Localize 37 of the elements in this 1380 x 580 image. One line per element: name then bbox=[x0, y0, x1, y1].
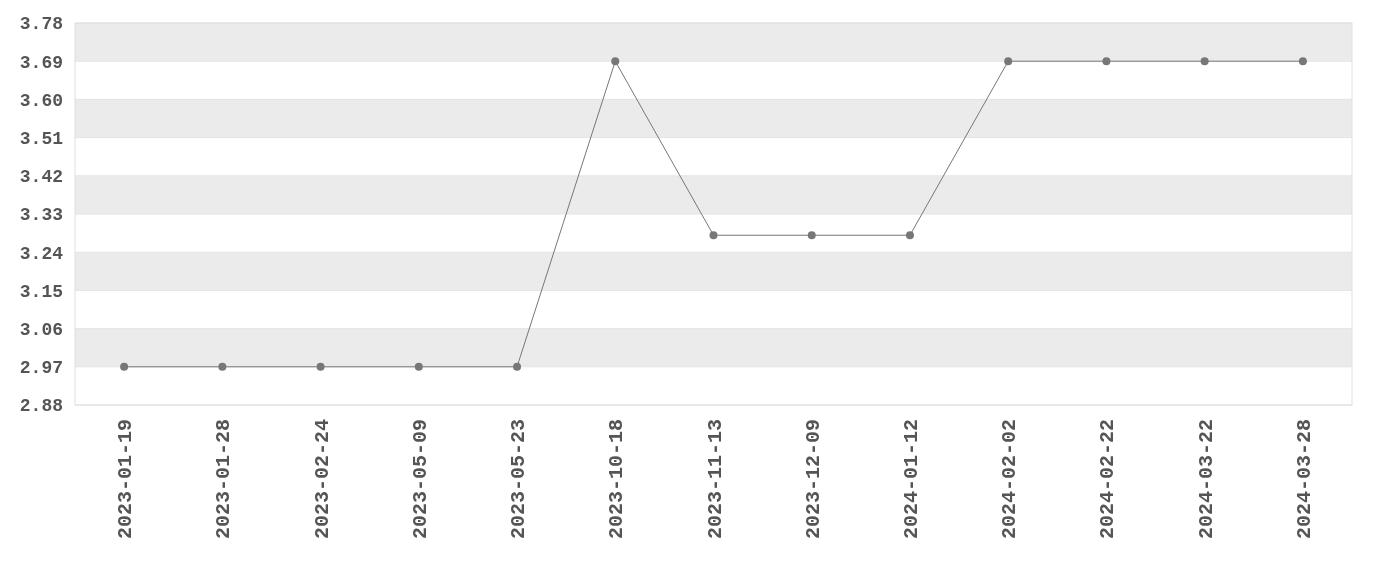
x-tick-label: 2024-03-22 bbox=[1194, 419, 1218, 540]
y-tick-label: 3.60 bbox=[19, 90, 63, 111]
x-tick-label: 2023-05-09 bbox=[408, 419, 432, 540]
point bbox=[120, 362, 129, 371]
point bbox=[1004, 57, 1013, 66]
point bbox=[905, 231, 914, 240]
x-tick-label: 2023-02-24 bbox=[310, 419, 334, 540]
x-tick-label: 2024-03-28 bbox=[1292, 419, 1316, 540]
y-tick-label: 3.69 bbox=[19, 52, 63, 73]
x-tick-label: 2024-01-12 bbox=[899, 419, 923, 540]
point bbox=[1200, 57, 1209, 66]
point bbox=[218, 362, 227, 371]
x-tick-label: 2023-11-13 bbox=[703, 419, 727, 540]
y-tick-label: 2.88 bbox=[19, 396, 63, 417]
y-tick-label: 3.33 bbox=[19, 205, 63, 226]
point bbox=[1102, 57, 1111, 66]
y-tick-label: 3.24 bbox=[19, 243, 64, 264]
point bbox=[1298, 57, 1307, 66]
x-tick-label: 2023-01-19 bbox=[114, 419, 138, 540]
x-tick-label: 2023-05-23 bbox=[507, 419, 531, 540]
point bbox=[316, 362, 325, 371]
y-tick-label: 3.06 bbox=[19, 319, 63, 340]
x-tick-label: 2023-01-28 bbox=[212, 419, 236, 540]
x-tick-label: 2023-10-18 bbox=[605, 419, 629, 540]
y-tick-label: 3.15 bbox=[19, 281, 63, 302]
point bbox=[414, 362, 423, 371]
y-tick-label: 3.78 bbox=[19, 14, 63, 35]
y-tick-label: 3.42 bbox=[19, 167, 63, 188]
point bbox=[513, 362, 522, 371]
x-tick-label: 2023-12-09 bbox=[801, 419, 825, 540]
y-tick-label: 2.97 bbox=[19, 358, 63, 379]
point bbox=[807, 231, 816, 240]
point bbox=[611, 57, 620, 66]
y-tick-label: 3.51 bbox=[19, 128, 64, 149]
x-tick-label: 2024-02-22 bbox=[1096, 419, 1120, 540]
point bbox=[709, 231, 718, 240]
x-tick-label: 2024-02-02 bbox=[998, 419, 1022, 540]
